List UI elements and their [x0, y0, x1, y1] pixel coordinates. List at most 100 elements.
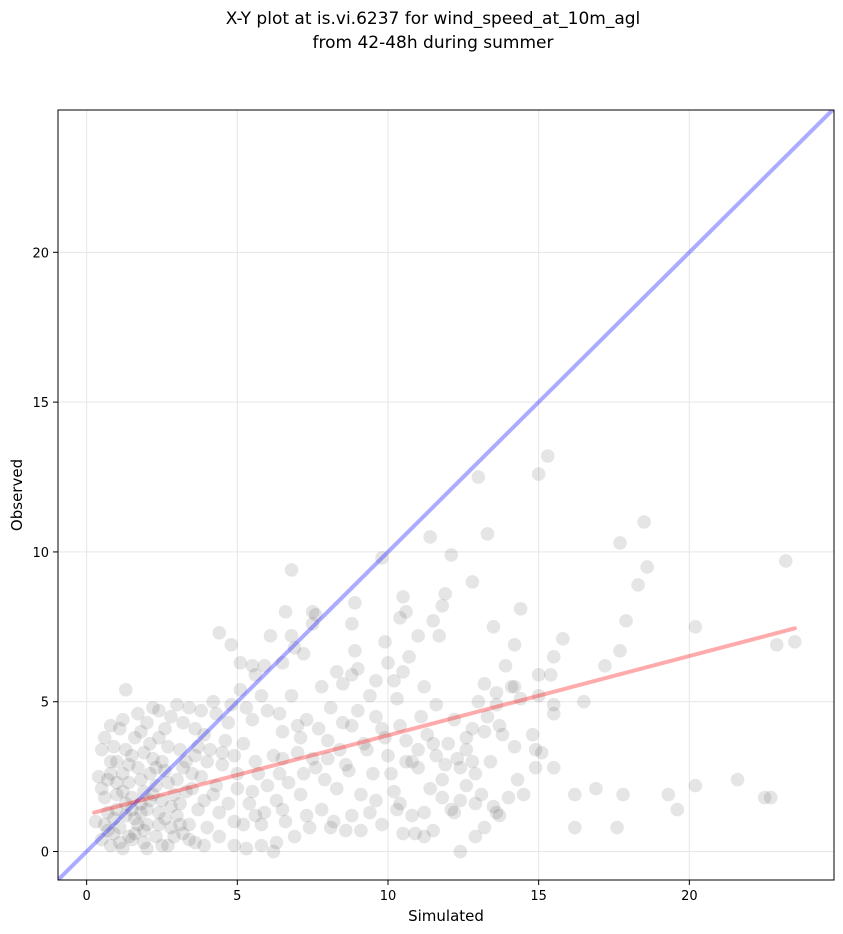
scatter-point	[417, 829, 431, 844]
scatter-point	[357, 736, 371, 751]
scatter-point	[670, 802, 685, 817]
scatter-point	[248, 667, 263, 682]
scatter-point	[320, 733, 335, 748]
y-tick-label: 0	[41, 846, 49, 861]
scatter-point	[197, 793, 211, 808]
y-tick-label: 20	[32, 246, 49, 261]
scatter-point	[345, 667, 359, 682]
scatter-point	[543, 667, 558, 682]
scatter-point	[504, 679, 519, 694]
scatter-point	[381, 655, 395, 670]
scatter-point	[320, 751, 335, 766]
plot-frame	[57, 109, 835, 881]
scatter-point	[568, 787, 582, 802]
scatter-point	[97, 817, 112, 832]
chart-title-line-1: X-Y plot at is.vi.6237 for wind_speed_at…	[226, 9, 641, 29]
scatter-point	[489, 685, 504, 700]
scatter-point	[302, 820, 317, 835]
scatter-point	[345, 718, 359, 733]
scatter-point	[453, 760, 468, 775]
scatter-point	[763, 790, 778, 805]
scatter-point	[323, 700, 338, 715]
scatter-point	[408, 826, 422, 841]
scatter-point	[387, 673, 401, 688]
scatter-point	[399, 754, 413, 769]
scatter-point	[489, 805, 504, 820]
reference-lines	[58, 110, 834, 880]
scatter-point	[109, 754, 124, 769]
scatter-point	[191, 739, 205, 754]
scatter-point	[257, 658, 272, 673]
scatter-point	[287, 829, 302, 844]
scatter-point	[236, 736, 251, 751]
scatter-points	[88, 449, 802, 859]
scatter-point	[299, 712, 314, 727]
scatter-point	[465, 721, 480, 736]
scatter-point	[137, 823, 151, 838]
scatter-point	[480, 709, 495, 724]
scatter-point	[128, 730, 142, 745]
scatter-point	[405, 754, 419, 769]
scatter-point	[257, 805, 272, 820]
scatter-point	[616, 787, 630, 802]
scatter-point	[233, 682, 248, 697]
scatter-point	[134, 724, 148, 739]
scatter-point	[335, 676, 350, 691]
scatter-point	[122, 775, 136, 790]
scatter-point	[152, 730, 166, 745]
scatter-point	[230, 766, 245, 781]
scatter-point	[525, 727, 540, 742]
scatter-point	[167, 829, 181, 844]
scatter-point	[338, 757, 353, 772]
scatter-point	[378, 635, 392, 649]
scatter-point	[112, 820, 127, 835]
scatter-point	[200, 754, 214, 769]
scatter-point	[516, 787, 531, 802]
scatter-point	[134, 796, 148, 811]
scatter-point	[369, 793, 383, 808]
scatter-point	[375, 817, 389, 832]
scatter-point	[323, 820, 338, 835]
scatter-point	[248, 808, 263, 823]
scatter-point	[465, 754, 480, 769]
y-tick-label: 10	[32, 546, 49, 561]
scatter-point	[396, 590, 410, 604]
scatter-point	[137, 835, 151, 850]
scatter-point	[465, 575, 480, 589]
scatter-point	[546, 706, 561, 721]
scatter-point	[119, 742, 133, 757]
scatter-point	[378, 730, 392, 745]
scatter-point	[149, 778, 163, 793]
scatter-point	[266, 748, 281, 763]
scatter-point	[531, 688, 546, 703]
scatter-point	[134, 805, 148, 820]
scatter-point	[287, 641, 302, 655]
scatter-point	[459, 730, 474, 745]
scatter-point	[528, 742, 543, 757]
scatter-point	[103, 718, 118, 733]
scatter-point	[161, 739, 175, 754]
x-axis-ticks: 0 5 10 15 20	[82, 880, 698, 904]
scatter-point	[326, 814, 341, 829]
y-axis-label: Observed	[8, 459, 26, 531]
scatter-point	[314, 802, 329, 817]
scatter-point	[122, 829, 136, 844]
scatter-point	[631, 578, 645, 592]
scatter-point	[158, 811, 172, 826]
scatter-point	[688, 778, 703, 793]
scatter-point	[492, 808, 507, 823]
scatter-point	[305, 751, 320, 766]
scatter-point	[507, 679, 522, 694]
scatter-point	[640, 560, 654, 574]
scatter-point	[354, 787, 368, 802]
scatter-point	[100, 772, 115, 787]
scatter-point	[444, 802, 459, 817]
scatter-point	[447, 712, 462, 727]
scatter-point	[197, 838, 211, 853]
scatter-point	[115, 841, 130, 856]
scatter-point	[598, 658, 612, 673]
scatter-point	[188, 835, 202, 850]
scatter-point	[236, 817, 251, 832]
scatter-point	[486, 799, 501, 814]
